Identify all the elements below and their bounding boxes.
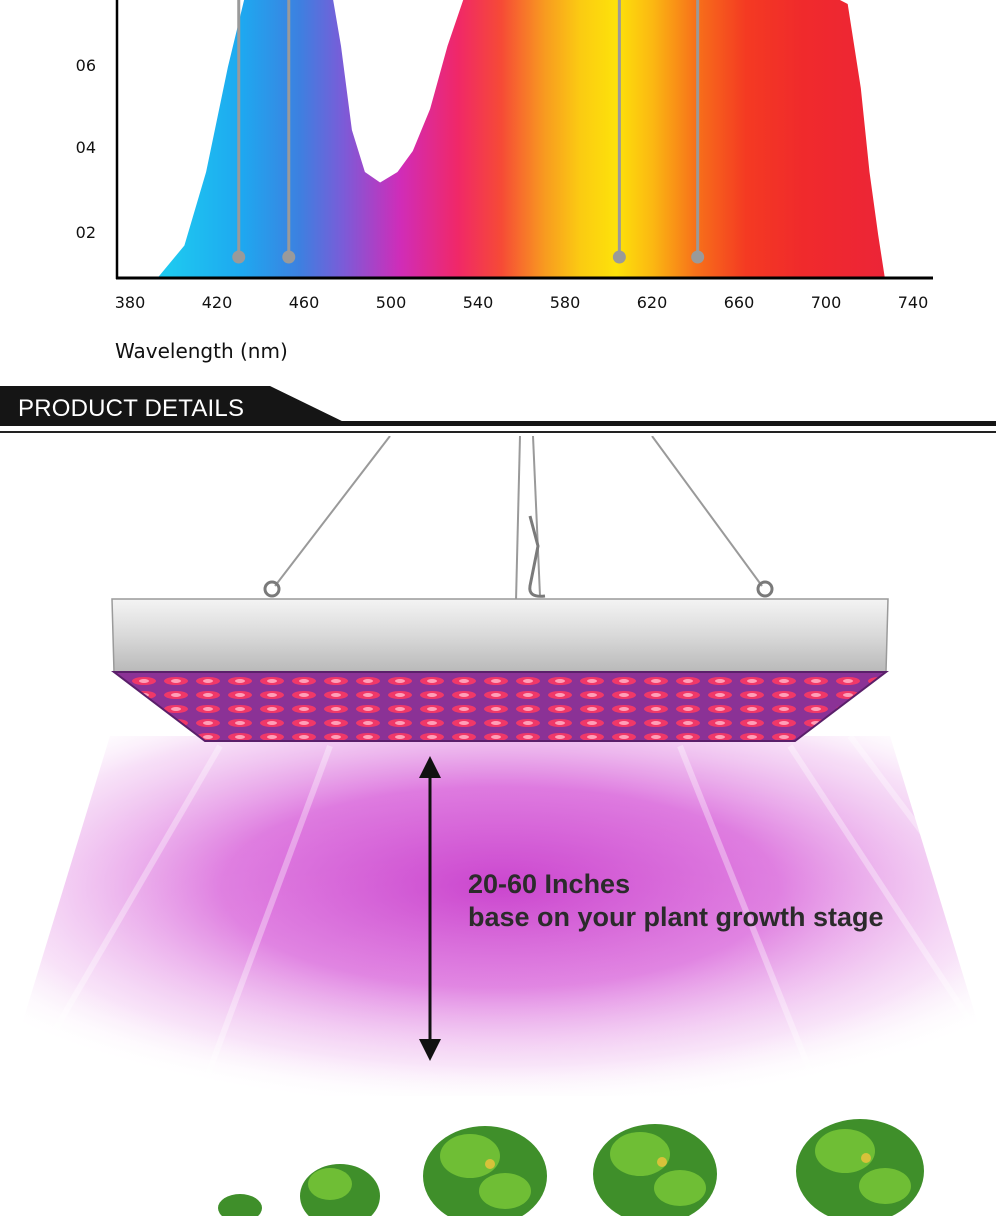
section-title: PRODUCT DETAILS <box>18 395 245 422</box>
x-tick-740: 740 <box>898 293 929 312</box>
y-tick-02: 02 <box>76 223 96 242</box>
wavelength-markers <box>232 0 705 264</box>
x-tick-420: 420 <box>202 293 233 312</box>
led-panel <box>111 671 889 742</box>
height-range: 20-60 Inches <box>468 869 631 899</box>
header-rule <box>0 421 996 426</box>
height-arrow <box>419 756 441 1061</box>
height-caption: 20-60 Inches base on your plant growth s… <box>468 868 884 934</box>
x-tick-620: 620 <box>637 293 668 312</box>
spectrum-chart: 380 420 460 500 540 580 620 660 700 740 02 04 06 Wa… <box>76 0 933 363</box>
marker-dot-2 <box>282 250 296 264</box>
x-axis-title: Wavelength (nm) <box>115 339 288 363</box>
marker-dot-3 <box>612 250 626 264</box>
marker-dot-1 <box>232 250 246 264</box>
x-tick-660: 660 <box>724 293 755 312</box>
panel-housing <box>111 598 889 673</box>
header-rule-thin <box>0 431 996 433</box>
hanger-hooks <box>263 515 774 598</box>
x-tick-500: 500 <box>376 293 407 312</box>
height-note: base on your plant growth stage <box>468 902 884 932</box>
marker-dot-4 <box>691 250 705 264</box>
section-header: PRODUCT DETAILS <box>0 386 1000 436</box>
hanging-wires <box>274 436 763 602</box>
y-tick-labels: 02 04 06 <box>76 56 96 242</box>
x-tick-labels: 380 420 460 500 540 580 620 660 700 740 <box>115 293 929 312</box>
spectrum-area <box>130 0 885 277</box>
light-rays <box>37 734 1000 1098</box>
x-tick-460: 460 <box>289 293 320 312</box>
product-photo <box>0 436 1000 1216</box>
x-tick-380: 380 <box>115 293 146 312</box>
plants <box>218 1119 924 1216</box>
y-tick-06: 06 <box>76 56 96 75</box>
x-tick-580: 580 <box>550 293 581 312</box>
x-tick-700: 700 <box>811 293 842 312</box>
y-tick-04: 04 <box>76 138 96 157</box>
x-tick-540: 540 <box>463 293 494 312</box>
